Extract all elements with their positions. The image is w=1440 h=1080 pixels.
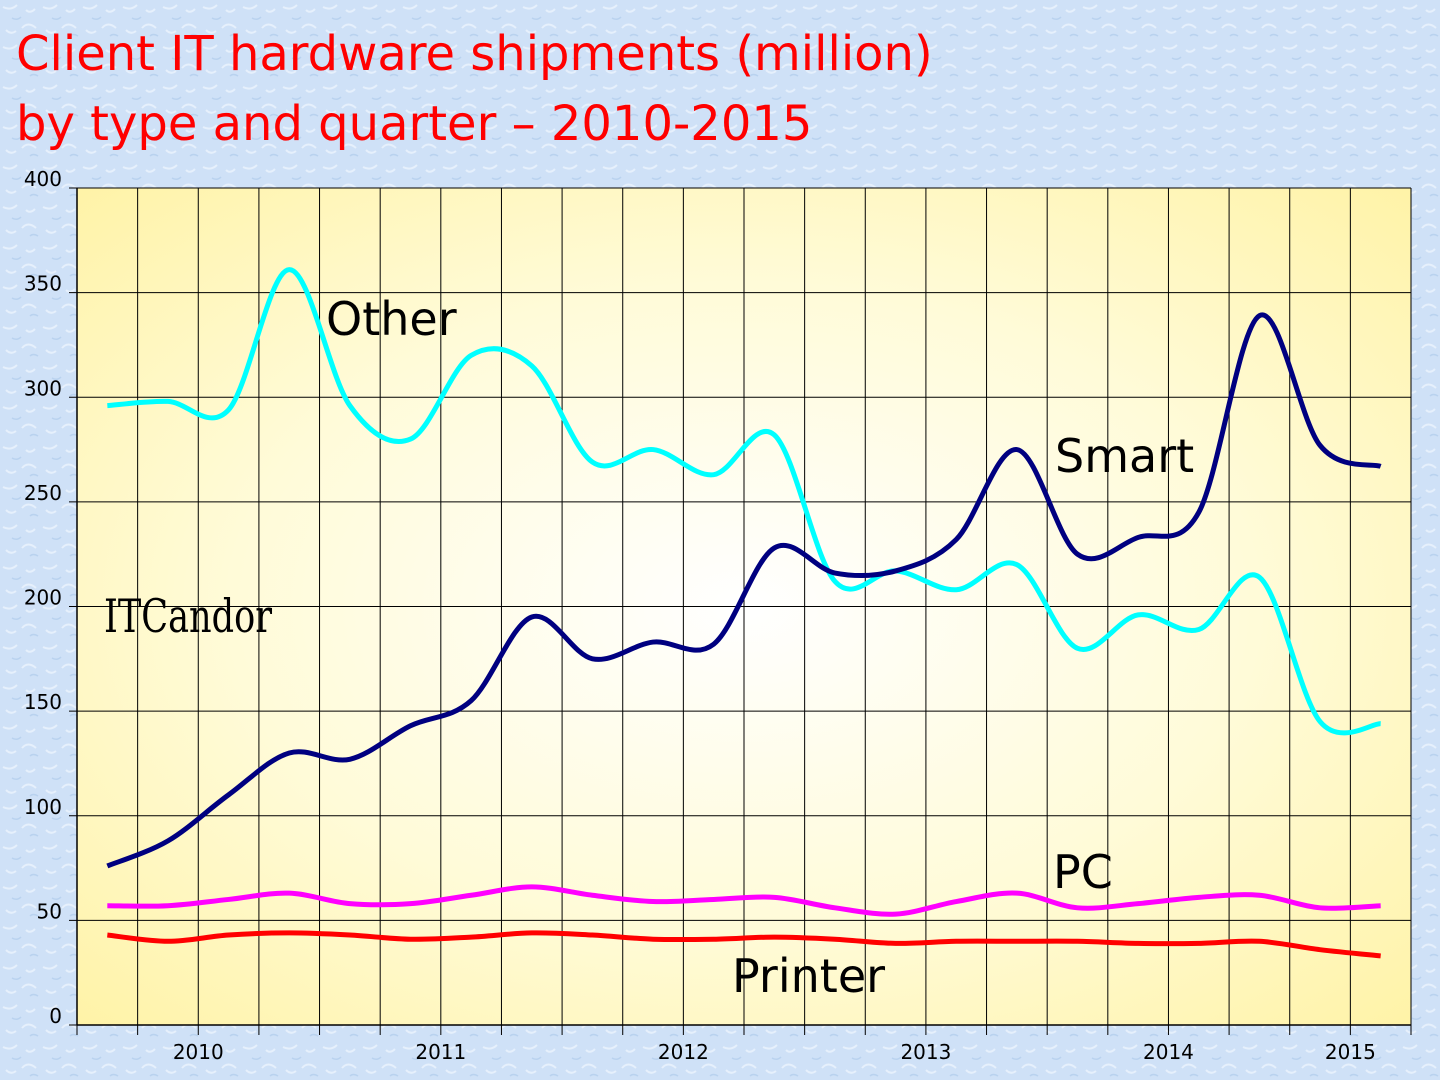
y-tick-label: 400 <box>24 167 62 191</box>
series-label: PC <box>1053 845 1113 899</box>
series-line <box>106 312 1382 869</box>
x-tick-label: 2010 <box>173 1040 224 1064</box>
y-tick-label: 300 <box>24 376 62 400</box>
x-tick-label: 2012 <box>658 1040 709 1064</box>
chart-title: by type and quarter – 2010-2015 <box>16 96 812 152</box>
x-tick-label: 2011 <box>415 1040 466 1064</box>
x-tick-label: 2014 <box>1143 1040 1194 1064</box>
y-tick-label: 250 <box>24 481 62 505</box>
y-tick-label: 350 <box>24 272 62 296</box>
x-tick-label: 2015 <box>1325 1040 1376 1064</box>
logo: ITCandor <box>104 589 272 643</box>
y-tick-label: 150 <box>24 690 62 714</box>
series-label: Smart <box>1055 429 1194 483</box>
series-line <box>107 930 1381 959</box>
y-tick-label: 200 <box>24 586 62 610</box>
x-tick-label: 2013 <box>900 1040 951 1064</box>
series-line <box>107 884 1381 917</box>
y-tick-label: 50 <box>37 899 62 923</box>
chart-title: Client IT hardware shipments (million) <box>16 26 933 82</box>
y-tick-label: 100 <box>24 795 62 819</box>
series-label: Other <box>326 292 457 346</box>
series-line <box>107 267 1382 736</box>
y-tick-label: 0 <box>49 1004 62 1028</box>
series-label: Printer <box>732 949 885 1003</box>
